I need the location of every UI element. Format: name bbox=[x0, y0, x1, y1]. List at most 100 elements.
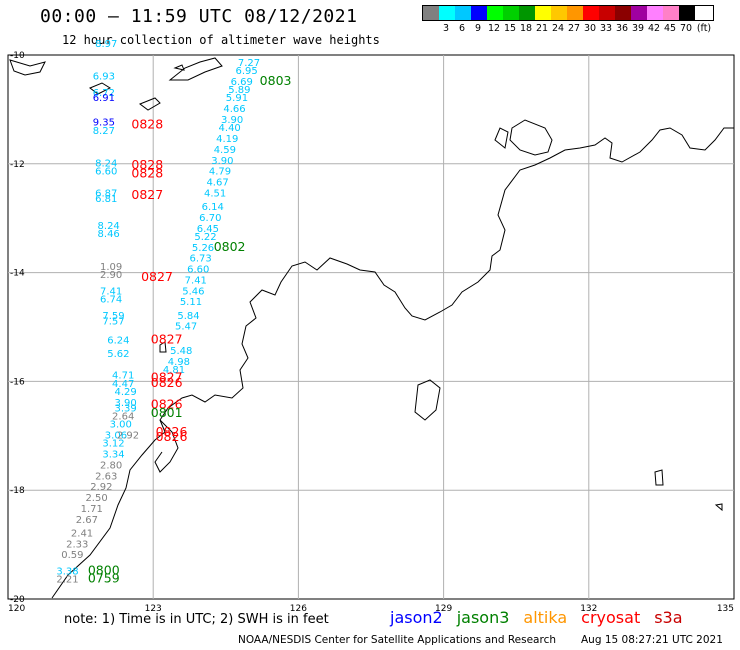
island-small-1 bbox=[173, 64, 185, 71]
wave-height-label: 4.79 bbox=[209, 167, 231, 178]
legend-label: 24 bbox=[551, 23, 565, 34]
wave-height-label: 2.41 bbox=[71, 528, 93, 539]
footer-note: note: 1) Time is in UTC; 2) SWH is in fe… bbox=[64, 612, 329, 627]
wave-height-label: 6.24 bbox=[107, 335, 129, 346]
wave-height-label: 8.46 bbox=[98, 229, 120, 240]
wave-height-label: 3.34 bbox=[102, 450, 124, 461]
pass-time-label: 0828 bbox=[131, 165, 163, 180]
pass-time-label: 0828 bbox=[131, 157, 163, 172]
wave-height-label: 6.93 bbox=[93, 71, 115, 82]
satellite-name-altika: altika bbox=[523, 608, 568, 627]
wave-height-label: 7.41 bbox=[185, 275, 207, 286]
wave-height-label: 4.51 bbox=[204, 188, 226, 199]
pass-time-label: 0828 bbox=[131, 116, 163, 131]
pass-time-label: 0801 bbox=[151, 405, 183, 420]
pass-time-label: 0827 bbox=[151, 369, 183, 384]
wave-height-label: 4.67 bbox=[206, 178, 228, 189]
pass-time-label: 0827 bbox=[141, 269, 173, 284]
coastline bbox=[9, 57, 734, 599]
wave-height-label: 5.91 bbox=[226, 93, 248, 104]
island-tiny-3 bbox=[714, 503, 723, 512]
island-timor bbox=[9, 59, 46, 76]
wave-height-label: 2.63 bbox=[95, 471, 117, 482]
wave-height-label: 6.14 bbox=[202, 202, 224, 213]
wave-height-label: 5.46 bbox=[182, 286, 204, 297]
pass-time-label: 0803 bbox=[260, 73, 292, 88]
legend-swatch bbox=[583, 6, 599, 20]
wave-height-label: 4.71 bbox=[112, 371, 134, 382]
legend-swatch bbox=[615, 6, 631, 20]
wave-height-label: 1.71 bbox=[81, 504, 103, 515]
y-tick-label: -10 bbox=[10, 51, 25, 61]
wave-height-label: 4.66 bbox=[223, 104, 245, 115]
legend-swatches bbox=[422, 5, 714, 21]
wave-height-label: 3.12 bbox=[102, 439, 124, 450]
wave-height-label: 4.81 bbox=[163, 365, 185, 376]
pass-time-label: 0759 bbox=[88, 571, 120, 586]
wave-height-label: 4.19 bbox=[216, 134, 238, 145]
wave-height-label: 5.84 bbox=[177, 311, 199, 322]
pass-time-labels: 0803082808280828082708020827082708270826… bbox=[88, 73, 292, 586]
x-tick-label: 123 bbox=[145, 604, 162, 614]
island-roti bbox=[89, 82, 112, 95]
legend-swatch bbox=[679, 6, 695, 20]
legend-swatch bbox=[487, 6, 503, 20]
wave-height-label: 2.64 bbox=[112, 411, 134, 422]
wave-height-label: 6.70 bbox=[199, 213, 221, 224]
legend-label: 6 bbox=[458, 23, 466, 34]
y-tick-label: -18 bbox=[10, 486, 25, 496]
wave-height-label: 4.40 bbox=[219, 123, 241, 134]
coastline-cape bbox=[509, 119, 553, 156]
legend-swatch bbox=[599, 6, 615, 20]
y-tick-label: -16 bbox=[10, 377, 25, 387]
wave-height-label: 5.11 bbox=[180, 297, 202, 308]
wave-height-label: 8.24 bbox=[98, 221, 120, 232]
satellite-name-jason2: jason2 bbox=[390, 608, 443, 627]
pass-time-label: 0800 bbox=[88, 563, 120, 578]
legend-label: 45 bbox=[663, 23, 677, 34]
page-subtitle: 12 hour collection of altimeter wave hei… bbox=[62, 33, 380, 47]
wave-height-label: 6.60 bbox=[95, 167, 117, 178]
legend-unit: (ft) bbox=[696, 23, 712, 34]
wave-height-label: 3.90 bbox=[114, 398, 136, 409]
satellite-name-jason3: jason3 bbox=[456, 608, 510, 627]
generation-timestamp: Aug 15 08:27:21 UTC 2021 bbox=[581, 634, 723, 646]
wave-height-label: 2.33 bbox=[66, 539, 88, 550]
wave-height-label: 2.80 bbox=[100, 460, 122, 471]
legend-label: 9 bbox=[474, 23, 482, 34]
legend-label: 42 bbox=[647, 23, 661, 34]
wave-height-label: 7.57 bbox=[102, 316, 124, 327]
wave-height-label: 3.38 bbox=[56, 567, 78, 578]
wave-height-label: 3.00 bbox=[110, 420, 132, 431]
wave-height-label: 5.47 bbox=[175, 322, 197, 333]
y-tick-label: -12 bbox=[10, 160, 25, 170]
wave-height-label: 5.26 bbox=[192, 243, 214, 254]
legend-label: 21 bbox=[535, 23, 549, 34]
credit-text: NOAA/NESDIS Center for Satellite Applica… bbox=[238, 634, 556, 646]
wave-height-label: 0.59 bbox=[61, 550, 83, 561]
legend-labels: 3 6 9 12 15 18 21 24 27 30 33 36 39 42 45 70 (ft) bbox=[422, 23, 714, 34]
legend-label: 30 bbox=[583, 23, 597, 34]
x-tick-label: 135 bbox=[717, 604, 734, 614]
pass-time-label: 0827 bbox=[131, 187, 163, 202]
x-tick-label: 132 bbox=[580, 604, 597, 614]
wave-height-label: 4.59 bbox=[214, 145, 236, 156]
coastline-mainland bbox=[51, 127, 734, 599]
island-groote bbox=[414, 379, 441, 421]
legend-swatch bbox=[455, 6, 471, 20]
wave-height-label: 2.21 bbox=[56, 575, 78, 586]
legend-swatch bbox=[519, 6, 535, 20]
pass-time-label: 0827 bbox=[151, 331, 183, 346]
legend-label: 15 bbox=[503, 23, 517, 34]
wave-height-label: 6.73 bbox=[190, 254, 212, 265]
wave-height-label: 2.50 bbox=[85, 493, 107, 504]
x-tick-label: 129 bbox=[435, 604, 452, 614]
wave-height-label: 6.72 bbox=[93, 88, 115, 99]
satellite-name-s3a: s3a bbox=[654, 608, 683, 627]
x-tick-label: 126 bbox=[290, 604, 307, 614]
wave-height-label: 6.91 bbox=[93, 93, 115, 104]
legend-label: 36 bbox=[615, 23, 629, 34]
wave-height-label: 6.74 bbox=[100, 295, 122, 306]
color-legend: 3 6 9 12 15 18 21 24 27 30 33 36 39 42 45 70 (ft) bbox=[422, 5, 714, 34]
